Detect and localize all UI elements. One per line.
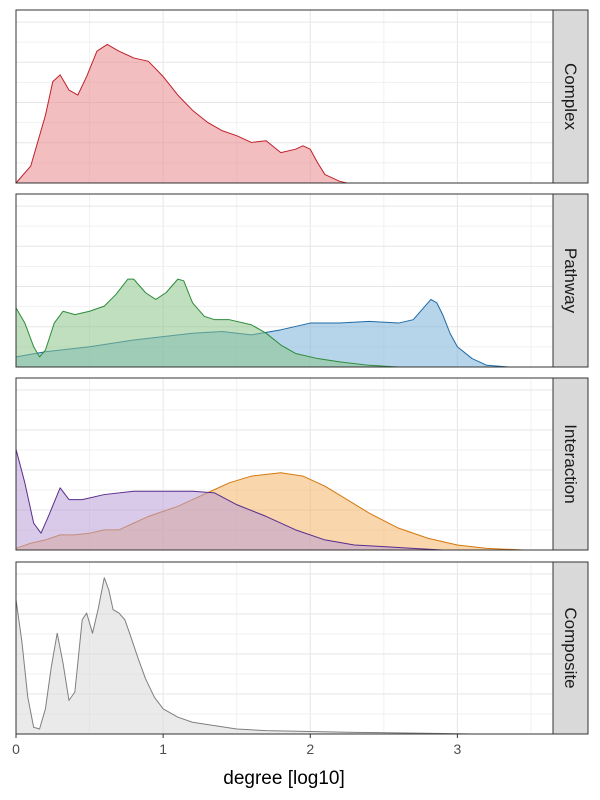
panel-pathway: Pathway	[15, 193, 589, 368]
panel-composite: Composite	[15, 561, 589, 735]
x-tick-label: 0	[12, 741, 20, 757]
facet-strip	[552, 377, 589, 551]
facet-label-pathway: Pathway	[561, 248, 580, 314]
x-tick-label: 1	[159, 741, 167, 757]
facet-strip	[552, 193, 589, 368]
density-area-composite-1	[15, 577, 473, 735]
facet-strip	[552, 9, 589, 184]
x-tick-label: 2	[306, 741, 314, 757]
facet-label-composite: Composite	[561, 607, 580, 688]
facet-strip	[552, 561, 589, 735]
density-area-pathway-2	[15, 278, 400, 368]
density-area-interaction-2	[15, 448, 444, 551]
panel-grid	[15, 194, 553, 367]
panel-interaction: Interaction	[15, 377, 589, 551]
density-area-complex-1	[15, 43, 348, 184]
panel-complex: Complex	[15, 9, 589, 184]
panels-layer: Complex Pathway Interaction Composite	[15, 9, 589, 735]
facet-label-complex: Complex	[561, 63, 580, 131]
x-axis: 0 1 2 3	[12, 734, 461, 757]
x-axis-title: degree [log10]	[223, 768, 345, 789]
x-tick-label: 3	[453, 741, 461, 757]
facet-label-interaction: Interaction	[561, 424, 580, 503]
